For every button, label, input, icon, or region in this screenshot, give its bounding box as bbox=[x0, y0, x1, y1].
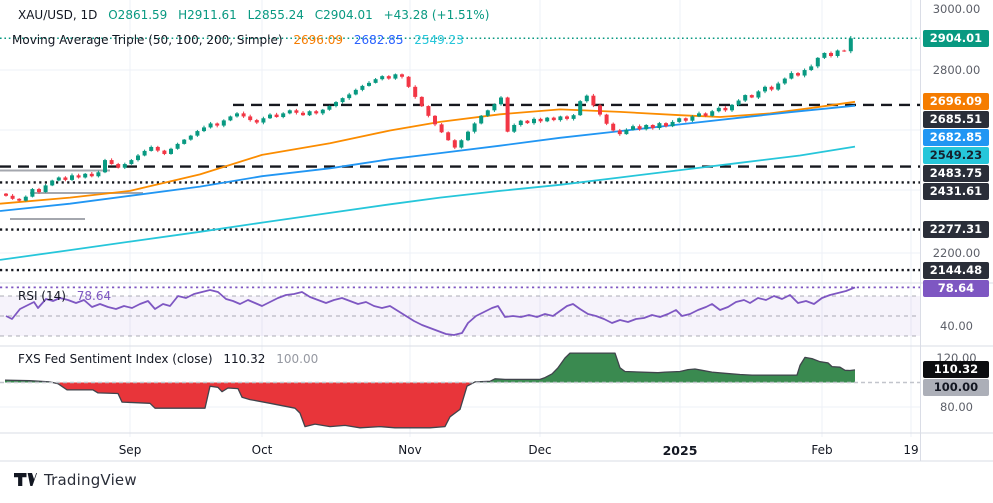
price-badge-2904.01: 2904.01 bbox=[923, 29, 989, 47]
scale-label-40.00: 40.00 bbox=[940, 318, 973, 333]
time-scale[interactable]: Sep Oct Nov Dec 2025 Feb 19 bbox=[0, 433, 920, 461]
tradingview-logo-icon bbox=[14, 473, 37, 486]
fed-value: 110.32 bbox=[223, 352, 266, 366]
scale-label-2800.00: 2800.00 bbox=[932, 62, 981, 77]
price-badge-2431.61: 2431.61 bbox=[923, 183, 989, 201]
scale-label-120.00: 120.00 bbox=[936, 350, 977, 365]
price-badge-78.64: 78.64 bbox=[923, 279, 989, 297]
time-tick-19: 19 bbox=[903, 443, 919, 457]
fed-sentiment-legend-row[interactable]: FXS Fed Sentiment Index (close) 110.32 1… bbox=[18, 352, 325, 366]
price-badge-110.32: 110.32 bbox=[923, 361, 989, 379]
rsi-value: 78.64 bbox=[76, 289, 112, 303]
price-badge-2549.23: 2549.23 bbox=[923, 147, 989, 165]
ma50-value: 2696.09 bbox=[293, 33, 343, 47]
ma100-value: 2682.85 bbox=[353, 33, 404, 47]
price-badge-2685.51: 2685.51 bbox=[923, 111, 989, 129]
ohlc-close: C2904.01 bbox=[314, 8, 373, 22]
ohlc-change: +43.28 (+1.51%) bbox=[383, 8, 490, 22]
symbol-legend-row[interactable]: XAU/USD, 1D O2861.59 H2911.61 L2855.24 C… bbox=[18, 8, 496, 22]
ma-legend-row[interactable]: Moving Average Triple (50, 100, 200, Sim… bbox=[12, 33, 471, 47]
time-tick-Sep: Sep bbox=[118, 443, 142, 457]
price-badge-2483.75: 2483.75 bbox=[923, 165, 989, 183]
price-badge-2277.31: 2277.31 bbox=[923, 221, 989, 239]
rsi-legend-row[interactable]: RSI (14) 78.64 bbox=[18, 289, 118, 303]
time-tick-Dec: Dec bbox=[528, 443, 552, 457]
time-tick-Feb: Feb bbox=[811, 443, 833, 457]
time-tick-Oct: Oct bbox=[251, 443, 273, 457]
ma-indicator-label: Moving Average Triple (50, 100, 200, Sim… bbox=[12, 33, 283, 47]
fed-baseline-value: 100.00 bbox=[276, 352, 319, 366]
time-tick-Nov: Nov bbox=[398, 443, 422, 457]
ohlc-open: O2861.59 bbox=[108, 8, 168, 22]
scale-label-2200.00: 2200.00 bbox=[932, 245, 981, 260]
fed-indicator-label: FXS Fed Sentiment Index (close) bbox=[18, 352, 213, 366]
price-badge-2144.48: 2144.48 bbox=[923, 261, 989, 279]
scale-label-3000.00: 3000.00 bbox=[932, 1, 981, 16]
ohlc-low: L2855.24 bbox=[247, 8, 304, 22]
price-badge-2682.85: 2682.85 bbox=[923, 129, 989, 147]
price-badge-100.00: 100.00 bbox=[923, 379, 989, 397]
ohlc-high: H2911.61 bbox=[178, 8, 237, 22]
tradingview-logo-text: TradingView bbox=[44, 471, 137, 489]
ma200-value: 2549.23 bbox=[414, 33, 464, 47]
time-tick-2025: 2025 bbox=[662, 443, 698, 458]
tradingview-branding[interactable]: TradingView bbox=[14, 471, 137, 489]
symbol-title: XAU/USD, 1D bbox=[18, 8, 98, 22]
price-scale[interactable]: 3000.00 2800.00 2200.00 40.00 120.00 80.00 290… bbox=[920, 0, 993, 461]
scale-label-80.00: 80.00 bbox=[940, 399, 973, 414]
rsi-indicator-label: RSI (14) bbox=[18, 289, 66, 303]
price-badge-2696.09: 2696.09 bbox=[923, 93, 989, 111]
